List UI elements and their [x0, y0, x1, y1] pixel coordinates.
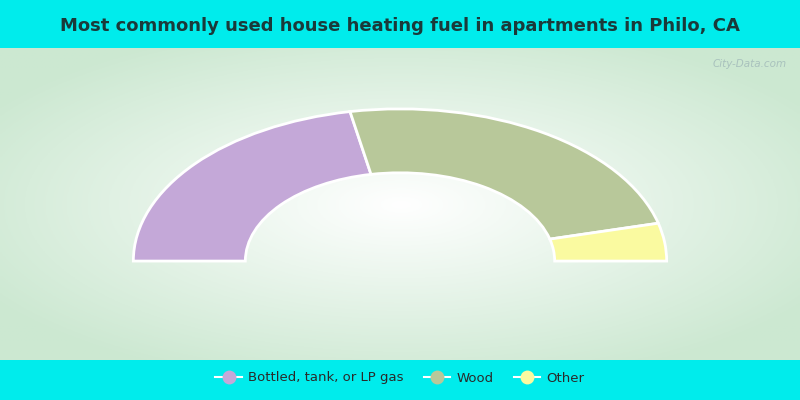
Wedge shape: [134, 112, 371, 261]
Text: City-Data.com: City-Data.com: [713, 59, 786, 69]
Wedge shape: [550, 223, 666, 261]
Legend: Bottled, tank, or LP gas, Wood, Other: Bottled, tank, or LP gas, Wood, Other: [210, 366, 590, 390]
Wedge shape: [350, 109, 658, 239]
Text: Most commonly used house heating fuel in apartments in Philo, CA: Most commonly used house heating fuel in…: [60, 17, 740, 35]
